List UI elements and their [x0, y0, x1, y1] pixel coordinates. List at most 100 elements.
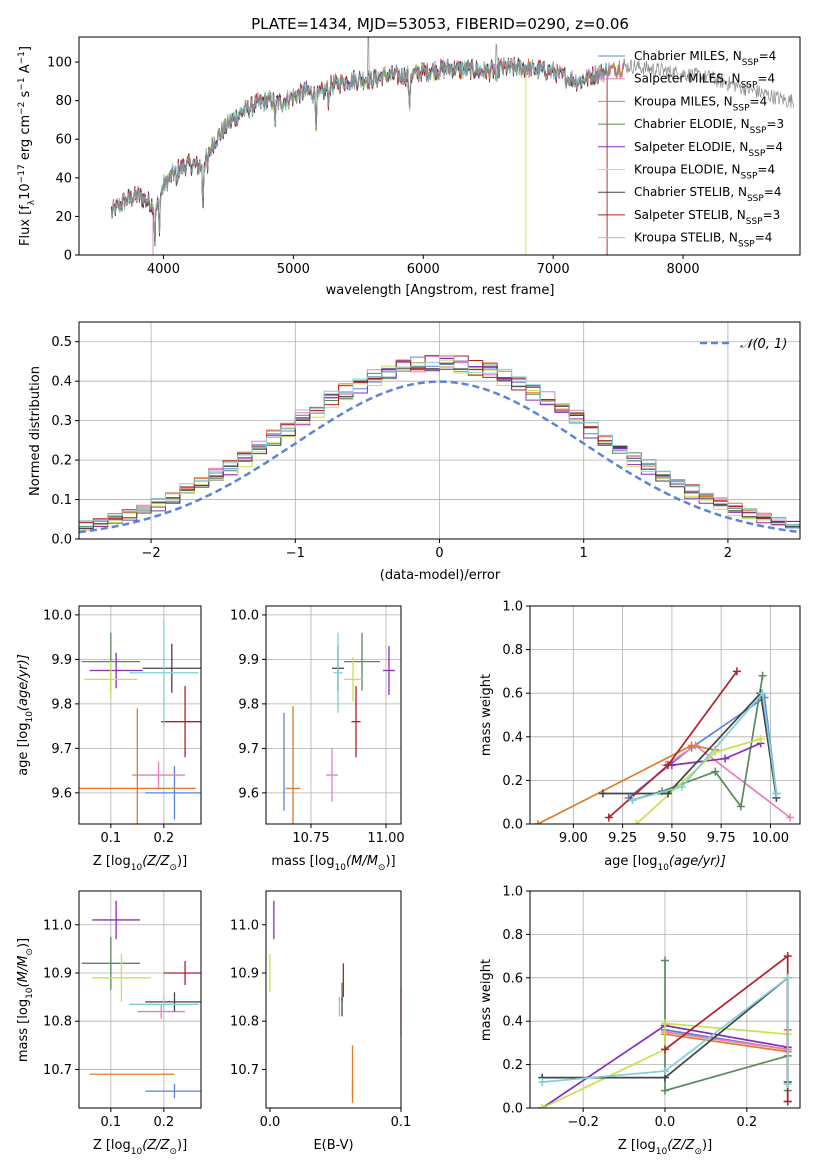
y-axis-label: mass weight: [479, 959, 494, 1041]
y-axis-label: Normed distribution: [28, 366, 43, 496]
series-line: [542, 976, 789, 1085]
errorbar-kroupa-stelib: [129, 619, 199, 727]
x-axis-label: mass [log10(M/M⊙)]: [271, 854, 395, 873]
y-tick-label: 10.9: [230, 966, 259, 981]
y-tick-label: 10.9: [43, 966, 72, 981]
mass-vs-metallicity-panel-plot-area: [79, 891, 201, 1108]
x-tick-label: 0.0: [260, 1115, 281, 1130]
x-axis-label: age [log10(age/yr)]: [604, 854, 726, 873]
residual-panel-plot-area: [79, 322, 800, 539]
x-tick-label: 0: [435, 546, 443, 561]
label-part: )]: [702, 1138, 712, 1153]
mass-vs-ebv-panel: 0.0 0.1 10.7 10.8 10.9 11.0 E(B-V): [230, 890, 411, 1153]
series-marker: [783, 973, 792, 982]
label-part: SSP: [748, 149, 765, 159]
age-vs-metallicity-panel-plot-area: [79, 606, 201, 824]
label-part: )]: [177, 854, 187, 869]
label-part: Flux [f: [18, 205, 33, 246]
legend-label: Kroupa ELODIE, NSSP=4: [634, 163, 775, 182]
series-marker: [533, 820, 542, 824]
label-part: (M/M: [16, 956, 31, 988]
x-tick-label: 0.2: [154, 1115, 175, 1130]
series-marker: [661, 1067, 669, 1076]
label-part: (Z/Z: [142, 854, 170, 869]
label-part: 10: [131, 1147, 143, 1157]
errorbar-salpeter-miles: [326, 748, 338, 802]
y-tick-label: 0.8: [502, 928, 523, 943]
y-tick-label: 1.0: [502, 885, 523, 900]
errorbar-chabrier-elodie: [81, 936, 140, 990]
mass-weight-vs-metallicity-panel-plot-area: [530, 891, 800, 1108]
y-tick-label: 11.0: [43, 918, 72, 933]
series-marker: [783, 1097, 792, 1106]
label-part: Chabrier ELODIE, N: [634, 117, 750, 131]
label-part: =4: [750, 94, 768, 108]
y-tick-label: 9.9: [238, 653, 259, 668]
weight-series-kroupa-stelib: [628, 689, 781, 805]
y-tick-label: 10.7: [230, 1063, 259, 1078]
label-part: SSP: [750, 126, 767, 136]
y-tick-label: 0.0: [51, 533, 72, 548]
y-tick-label: 100: [47, 56, 72, 71]
x-axis-label: (data-model)/error: [380, 568, 501, 583]
legend-label: Chabrier ELODIE, NSSP=3: [634, 117, 784, 136]
errorbar-chabrier-stelib: [145, 992, 201, 1012]
normal-curve: [79, 380, 800, 534]
label-part: 10: [335, 863, 347, 873]
y-tick-label: 10.0: [230, 608, 259, 623]
mass-weight-vs-age-panel: 9.00 9.25 9.50 9.75 10.00 0.0 0.2 0.4 0.6 0.8 1.0 a…: [479, 600, 801, 873]
y-tick-label: 0.1: [51, 493, 72, 508]
label-part: Z [log: [618, 1138, 656, 1153]
series-marker: [772, 789, 781, 798]
label-part: Z [log: [93, 1138, 131, 1153]
x-tick-label: 10.75: [292, 831, 329, 846]
label-part: Kroupa MILES, N: [634, 94, 733, 108]
mass-vs-metallicity-panel: 0.1 0.210.710.810.911.0Z [log10(Z/Z⊙)]mas…: [16, 890, 202, 1157]
y-axis-label: Flux [fλ10−17 erg cm−2 s−1 A−1]: [17, 46, 37, 246]
label-part: (Z/Z: [142, 1138, 170, 1153]
x-tick-label: 6000: [407, 262, 440, 277]
y-tick-label: 10.7: [43, 1063, 72, 1078]
errorbar-salpeter-elodie: [92, 900, 140, 940]
y-tick-label: 0.2: [502, 774, 523, 789]
errorbar-chabrier-elodie: [344, 632, 380, 691]
label-part: 10: [657, 863, 669, 873]
legend-label: Kroupa STELIB, NSSP=4: [634, 231, 772, 250]
series-marker: [538, 1104, 547, 1108]
errorbar-kroupa-miles: [79, 708, 196, 824]
label-part: =4: [759, 49, 777, 63]
series-marker: [783, 1080, 792, 1089]
x-tick-label: 10.00: [752, 831, 789, 846]
axes-frame: [265, 890, 402, 1109]
label-part: −1: [17, 77, 27, 90]
errorbar-chabrier-miles: [145, 1083, 201, 1099]
series-marker: [661, 1019, 669, 1028]
age-vs-mass-panel: 10.75 11.00 9.6 9.7 9.8 9.9 10.0 mass [log10(M/…: [230, 605, 405, 873]
y-tick-label: 20: [55, 210, 72, 225]
label-part: ⊙: [169, 1147, 177, 1157]
axes-frame: [265, 605, 402, 825]
y-tick-label: 0.0: [502, 1102, 523, 1117]
axes-frame: [78, 605, 202, 825]
label-part: 10: [656, 1147, 668, 1157]
legend-label: Kroupa MILES, NSSP=4: [634, 94, 767, 113]
label-part: (age/yr)]: [16, 654, 31, 711]
errorbar-kroupa-elodie: [84, 661, 138, 698]
errorbar-kroupa-stelib: [333, 632, 343, 713]
y-tick-label: 0.6: [502, 687, 523, 702]
x-tick-label: 0.2: [736, 1115, 757, 1130]
x-tick-label: 9.50: [657, 831, 686, 846]
age-vs-metallicity-panel: 0.1 0.29.69.79.89.910.0Z [log10(Z/Z⊙)]age…: [16, 605, 202, 873]
y-tick-label: 0.4: [51, 375, 72, 390]
legend-label: Salpeter ELODIE, NSSP=4: [634, 140, 783, 159]
label-part: Salpeter ELODIE, N: [634, 140, 748, 154]
label-part: Z [log: [93, 854, 131, 869]
y-axis-label: mass [log10(M/M⊙)]: [16, 938, 35, 1062]
label-part: =4: [755, 231, 773, 245]
y-tick-label: 0: [64, 249, 72, 264]
y-tick-label: 0.5: [51, 335, 72, 350]
x-tick-label: 5000: [277, 262, 310, 277]
label-part: age [log: [604, 854, 657, 869]
label-part: SSP: [741, 172, 758, 182]
